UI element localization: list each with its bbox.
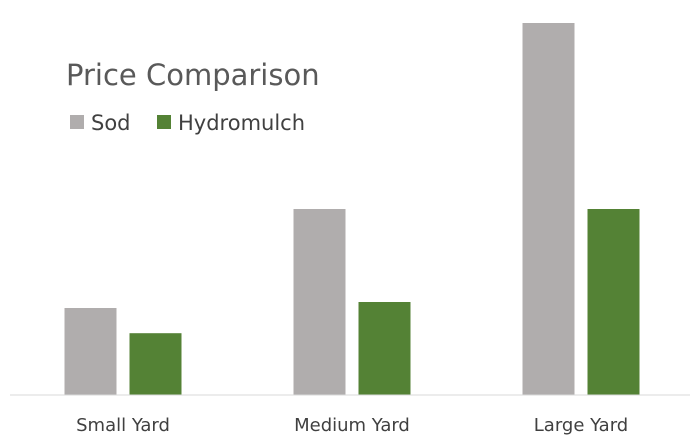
bar-sod-medium-yard xyxy=(293,209,346,395)
x-tick-small-yard: Small Yard xyxy=(76,415,170,436)
x-tick-large-yard: Large Yard xyxy=(534,415,628,436)
legend-swatch-hydromulch xyxy=(157,115,171,129)
legend-label-hydromulch: Hydromulch xyxy=(178,111,305,135)
legend: Sod Hydromulch xyxy=(70,111,305,135)
bar-sod-small-yard xyxy=(64,308,117,395)
x-tick-medium-yard: Medium Yard xyxy=(294,415,410,436)
chart-title: Price Comparison xyxy=(66,58,320,92)
legend-label-sod: Sod xyxy=(91,111,131,135)
bar-hydromulch-medium-yard xyxy=(358,302,411,395)
bar-sod-large-yard xyxy=(522,23,575,395)
bar-hydromulch-small-yard xyxy=(129,333,182,395)
bar-hydromulch-large-yard xyxy=(587,209,640,395)
legend-swatch-sod xyxy=(70,115,84,129)
bars-group xyxy=(64,23,640,395)
